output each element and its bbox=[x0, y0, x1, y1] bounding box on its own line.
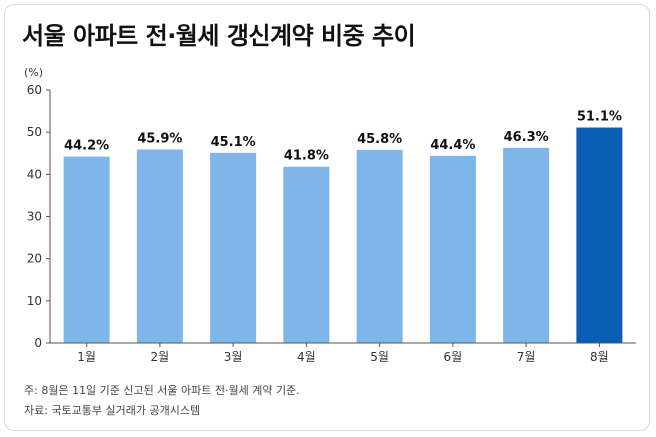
bar-value-label: 46.3% bbox=[504, 130, 549, 145]
bar-value-label: 41.8% bbox=[284, 149, 329, 164]
source-note: 자료: 국토교통부 실거래가 공개시스템 bbox=[24, 404, 201, 417]
x-tick-label: 2월 bbox=[151, 350, 170, 364]
chart-title: 서울 아파트 전·월세 갱신계약 비중 추이 bbox=[22, 22, 416, 50]
y-tick-label: 30 bbox=[27, 210, 42, 224]
x-tick-label: 8월 bbox=[590, 350, 609, 364]
x-tick-label: 7월 bbox=[517, 350, 536, 364]
x-tick-label: 6월 bbox=[444, 350, 463, 364]
x-tick-label: 4월 bbox=[297, 350, 316, 364]
y-axis: 0 10 20 30 40 50 60 bbox=[27, 83, 51, 350]
bar-value-label: 45.9% bbox=[137, 131, 182, 146]
y-tick-label: 0 bbox=[34, 336, 42, 350]
x-tick-label: 5월 bbox=[370, 350, 389, 364]
bar-value-label: 44.4% bbox=[430, 138, 475, 153]
x-axis: 1월 2월 3월 4월 5월 6월 7월 8월 bbox=[50, 342, 636, 364]
bar bbox=[210, 152, 257, 343]
bar bbox=[503, 147, 550, 343]
y-tick-label: 10 bbox=[27, 294, 42, 308]
y-tick-label: 60 bbox=[27, 83, 42, 97]
bar bbox=[283, 166, 330, 343]
bar bbox=[429, 155, 476, 343]
bar-value-label: 44.2% bbox=[64, 139, 109, 154]
bar bbox=[63, 156, 110, 343]
bar bbox=[356, 149, 403, 343]
bar bbox=[576, 127, 623, 343]
y-tick-label: 50 bbox=[27, 125, 42, 139]
y-tick-label: 40 bbox=[27, 167, 42, 181]
y-axis-unit: (%) bbox=[24, 66, 43, 79]
bar bbox=[136, 149, 183, 343]
bar-value-label: 45.8% bbox=[357, 132, 402, 147]
bars: 44.2% 45.9% 45.1% 41.8% 45.8% 44.4% 46.3% 51.1% bbox=[63, 110, 623, 343]
y-tick-label: 20 bbox=[27, 252, 42, 266]
x-tick-label: 1월 bbox=[77, 350, 96, 364]
bar-value-label: 45.1% bbox=[211, 135, 256, 150]
x-tick-label: 3월 bbox=[224, 350, 243, 364]
bar-value-label: 51.1% bbox=[577, 110, 622, 125]
footnote: 주: 8월은 11일 기준 신고된 서울 아파트 전·월세 계약 기준. bbox=[24, 384, 300, 397]
